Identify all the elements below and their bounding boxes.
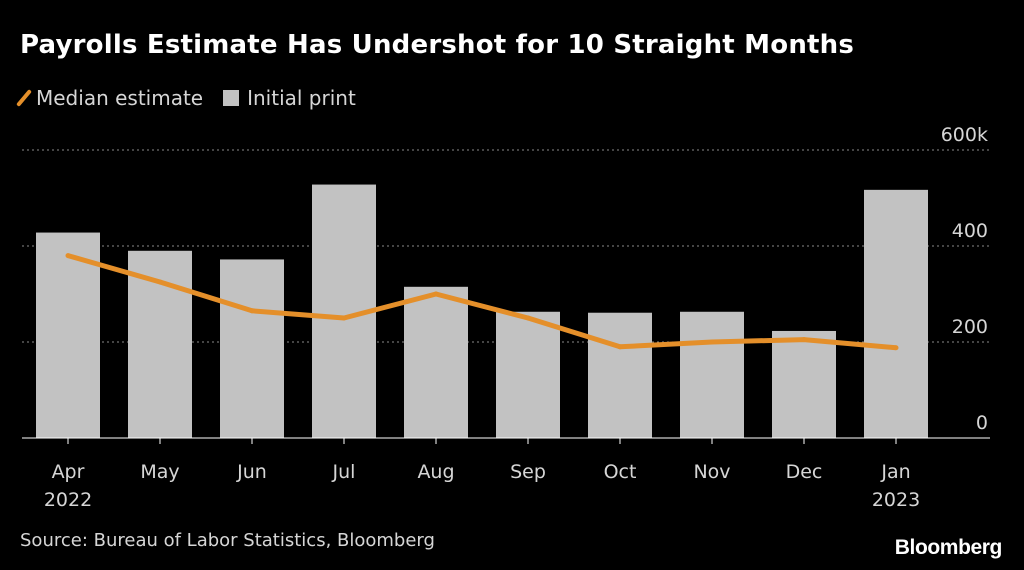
x-year-label-2022: 2022 [44, 489, 92, 511]
bar-apr [36, 232, 100, 438]
x-tick-label-sep: Sep [510, 461, 546, 483]
median-estimate-line [67, 253, 897, 351]
median-estimate-point-sep [525, 315, 531, 321]
y-tick-label-0: 0 [976, 412, 988, 434]
chart-title: Payrolls Estimate Has Undershot for 10 S… [20, 30, 855, 60]
x-tick-label-apr: Apr [52, 461, 85, 483]
x-tick-label-jun: Jun [236, 461, 267, 483]
x-tick-label-aug: Aug [417, 461, 454, 483]
bloomberg-logo: Bloomberg [894, 536, 1003, 559]
median-estimate-point-aug [433, 291, 439, 297]
x-tick-label-oct: Oct [604, 461, 637, 483]
bar-dec [772, 330, 836, 438]
bar-nov [680, 311, 744, 438]
legend-item-median-estimate: Median estimate [16, 86, 204, 110]
x-tick-label-jul: Jul [332, 461, 356, 483]
median-estimate-point-apr [65, 253, 71, 259]
source-note: Source: Bureau of Labor Statistics, Bloo… [20, 530, 435, 551]
legend: Median estimate Initial print [16, 86, 376, 110]
x-tick-label-nov: Nov [693, 461, 730, 483]
legend-label-initial-print: Initial print [247, 86, 356, 110]
median-estimate-point-nov [709, 339, 715, 345]
bar-may [128, 250, 192, 438]
median-estimate-point-oct [617, 344, 623, 350]
legend-label-median-estimate: Median estimate [36, 86, 204, 110]
median-estimate-point-dec [801, 337, 807, 343]
legend-item-initial-print: Initial print [223, 86, 356, 110]
y-tick-label-200: 200 [952, 316, 988, 338]
bar-jan [864, 189, 928, 438]
x-tick-label-dec: Dec [786, 461, 823, 483]
bar-sep [496, 311, 560, 438]
x-tick-label-may: May [140, 461, 179, 483]
x-tick-label-jan: Jan [880, 461, 910, 483]
median-estimate-point-jul [341, 315, 347, 321]
bar-swatch-icon [223, 90, 240, 106]
y-tick-label-600k: 600k [941, 124, 988, 146]
median-estimate-point-jan [893, 345, 899, 351]
median-estimate-point-jun [249, 308, 255, 314]
y-tick-label-400: 400 [952, 220, 988, 242]
bar-aug [404, 286, 468, 438]
x-year-label-2023: 2023 [872, 489, 920, 511]
median-estimate-point-may [157, 279, 163, 285]
bar-jun [220, 259, 284, 438]
bar-oct [588, 312, 652, 438]
